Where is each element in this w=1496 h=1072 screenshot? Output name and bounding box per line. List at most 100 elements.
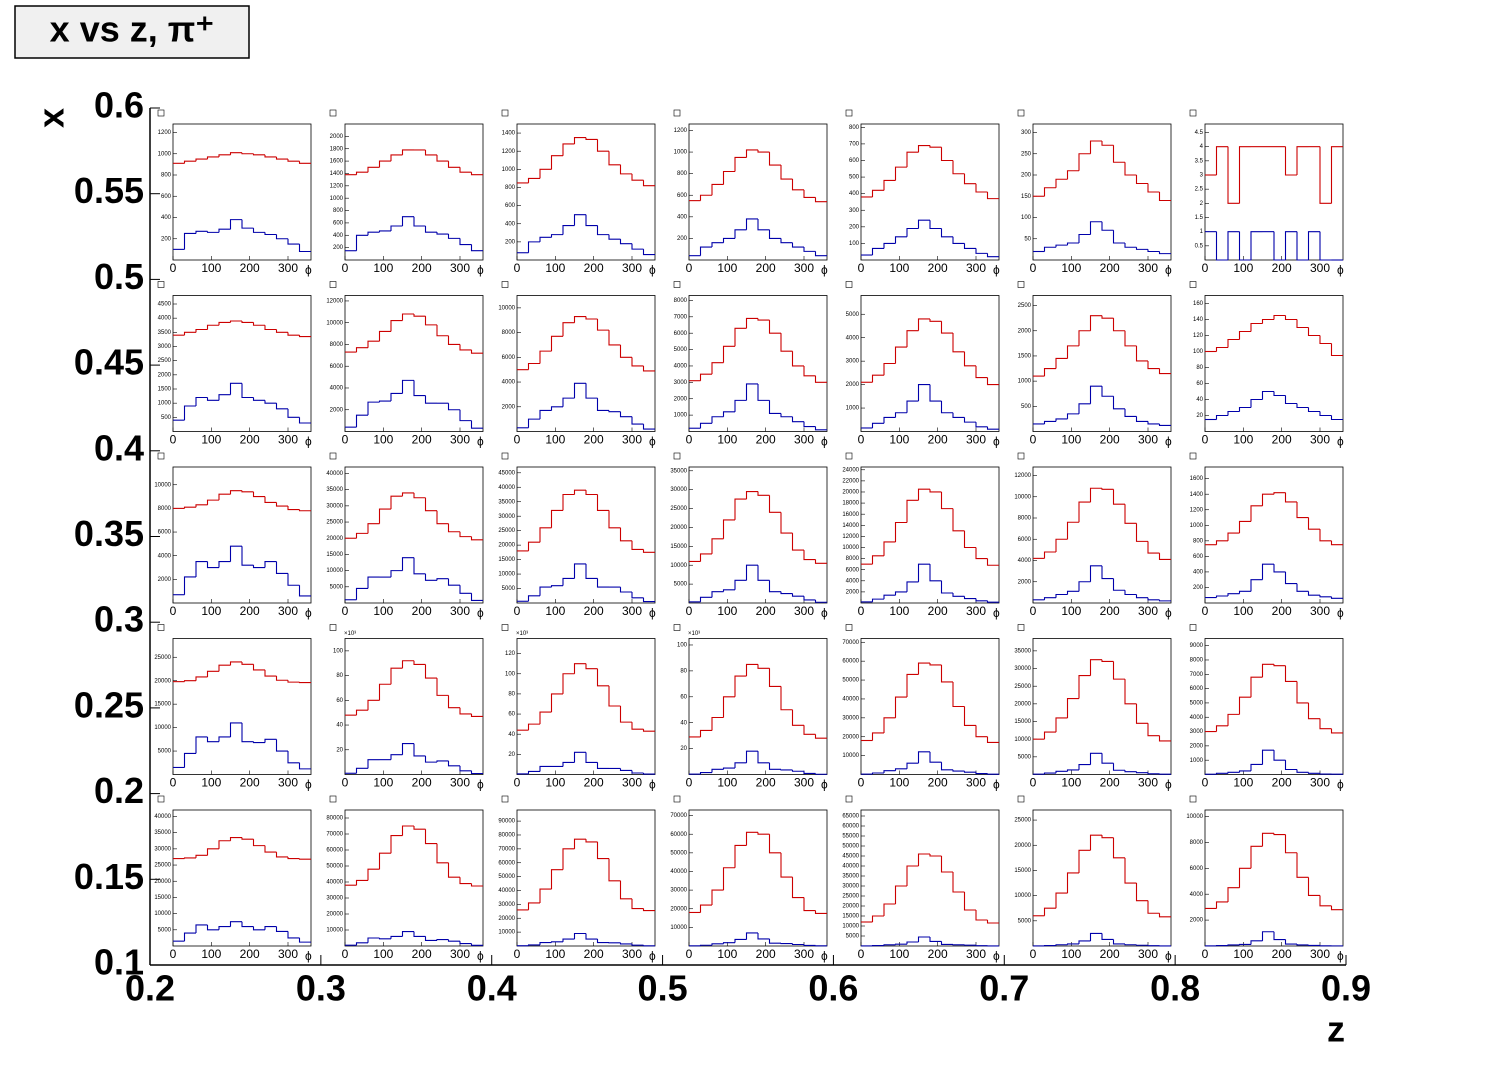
- histogram-bin: [550, 406, 563, 411]
- histogram-bin: [1124, 408, 1137, 417]
- histogram-bin: [596, 494, 609, 511]
- histogram-bin: [378, 330, 391, 342]
- histogram-bin: [1147, 249, 1160, 253]
- histogram-bin: [1078, 501, 1091, 523]
- histogram-bin: [906, 865, 919, 886]
- histogram-bin: [952, 681, 965, 708]
- panel-y-tick-label: 5000: [674, 582, 688, 588]
- histogram-bin: [447, 695, 460, 709]
- panel-y-tick-label: 25000: [498, 528, 515, 534]
- histogram-bin: [986, 920, 999, 924]
- histogram-bin: [1227, 410, 1240, 416]
- histogram-bin: [1112, 318, 1125, 332]
- x-tick-label: 0.7: [979, 968, 1029, 1009]
- histogram-bin: [573, 563, 586, 579]
- histogram-bin: [1043, 551, 1056, 559]
- panel-y-tick-label: 40: [336, 723, 343, 729]
- histogram-bin: [975, 422, 988, 428]
- histogram-bin: [1307, 591, 1320, 596]
- histogram-bin: [218, 154, 231, 157]
- panel-y-tick-label: 2000: [502, 404, 516, 410]
- histogram-bin: [252, 228, 265, 233]
- histogram-bin: [298, 858, 311, 860]
- histogram-bin: [757, 318, 770, 321]
- histogram-bin: [436, 678, 449, 696]
- histogram-bin: [1284, 939, 1297, 945]
- histogram-bin: [1250, 398, 1263, 408]
- panel-y-tick-label: 35000: [498, 499, 515, 505]
- histogram-bin: [1101, 221, 1114, 231]
- panel-y-tick-label: 8000: [1190, 840, 1204, 846]
- histogram-bin: [1101, 386, 1114, 397]
- histogram-bin: [470, 420, 483, 429]
- panel-y-tick-label: 160: [1193, 301, 1204, 307]
- histogram-bin: [871, 247, 884, 256]
- histogram-bin: [355, 587, 368, 600]
- x-axis-label: z: [1327, 1009, 1345, 1050]
- histogram-bin: [527, 541, 540, 551]
- panel-x-label: ϕ: [1165, 435, 1172, 449]
- panel-icon: [329, 452, 337, 460]
- panel-x-tick-label: 100: [1233, 433, 1253, 447]
- histogram-bin: [1319, 773, 1332, 775]
- histogram-bin: [459, 941, 472, 945]
- panel-x-tick-label: 200: [1272, 947, 1292, 961]
- histogram-bin: [264, 325, 277, 331]
- histogram-bin: [459, 585, 472, 594]
- histogram-bin: [699, 729, 712, 737]
- panel-y-tick-label: 6000: [158, 530, 172, 536]
- histogram-bin: [699, 553, 712, 562]
- panel-x-tick-label: 100: [201, 604, 221, 618]
- histogram-bin: [1112, 763, 1125, 771]
- histogram-bin: [1112, 661, 1125, 680]
- panel-y-tick-label: 5000: [502, 586, 516, 592]
- panel-x-tick-label: 0: [342, 947, 349, 961]
- panel-y-tick-label: 10000: [498, 930, 515, 936]
- panel-y-tick-label: 250: [1021, 151, 1032, 157]
- histogram-bin: [952, 769, 965, 772]
- panel-frame: [688, 123, 828, 261]
- histogram-bin: [803, 189, 816, 198]
- histogram-bin: [390, 225, 403, 231]
- histogram-bin: [252, 741, 265, 744]
- y-tick-label: 0.15: [74, 856, 144, 897]
- histogram-bin: [1043, 772, 1056, 775]
- x-tick-label: 0.2: [125, 968, 175, 1009]
- histogram-bin: [814, 910, 827, 914]
- histogram-bin: [562, 397, 575, 407]
- panel-y-tick-label: 6000: [1018, 537, 1032, 543]
- histogram-bin: [1055, 357, 1068, 369]
- histogram-bin: [1066, 590, 1079, 595]
- panel-x-tick-label: 0: [858, 261, 865, 275]
- histogram-bin: [562, 143, 575, 156]
- histogram-bin: [585, 214, 598, 227]
- panel-y-tick-label: 1000: [158, 151, 172, 157]
- panel-frame: [344, 123, 484, 261]
- histogram-bin: [929, 489, 942, 493]
- histogram-bin: [975, 725, 988, 738]
- panel-x-tick-label: 300: [622, 947, 642, 961]
- histogram-bin: [1066, 521, 1079, 540]
- panel-y-tick-label: 5000: [1190, 700, 1204, 706]
- histogram-bin: [1261, 318, 1274, 324]
- histogram-bin: [573, 315, 586, 323]
- panel-y-tick-label: 55000: [842, 834, 859, 840]
- histogram-bin: [264, 232, 277, 236]
- histogram-bin: [929, 564, 942, 582]
- panel-y-tick-label: 15000: [1014, 868, 1031, 874]
- histogram-bin: [1284, 315, 1297, 321]
- panel-y-tick-label: 10000: [842, 545, 859, 551]
- panel-y-tick-label: 1000: [158, 401, 172, 407]
- histogram-bin: [596, 578, 609, 588]
- panel-y-tick-label: 20000: [326, 536, 343, 542]
- histogram-bin: [986, 736, 999, 743]
- histogram-bin: [1319, 411, 1332, 417]
- histogram-bin: [1261, 563, 1274, 580]
- panel-x-tick-label: 100: [1061, 947, 1081, 961]
- panel-icon: [501, 281, 509, 288]
- histogram-bin: [734, 675, 747, 697]
- panel-y-tick-label: 8000: [158, 506, 172, 512]
- histogram-bin: [1055, 418, 1068, 422]
- histogram-bin: [206, 561, 219, 569]
- panel-y-tick-label: 60000: [842, 659, 859, 665]
